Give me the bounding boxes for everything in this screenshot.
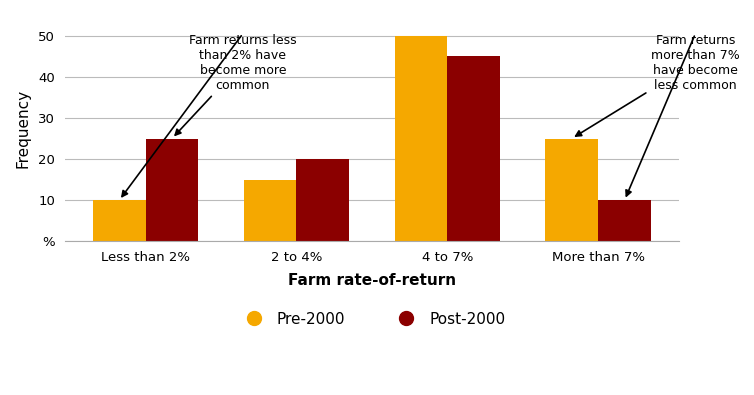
X-axis label: Farm rate-of-return: Farm rate-of-return <box>288 273 456 288</box>
Y-axis label: Frequency: Frequency <box>15 88 30 168</box>
Bar <box>93 200 146 241</box>
Bar <box>598 200 651 241</box>
Text: Farm returns
more than 7%
have become
less common: Farm returns more than 7% have become le… <box>576 34 740 136</box>
Bar <box>146 139 198 241</box>
Bar <box>545 139 598 241</box>
Text: Farm returns less
than 2% have
become more
common: Farm returns less than 2% have become mo… <box>175 34 297 135</box>
Bar <box>447 56 500 241</box>
Bar <box>244 180 296 241</box>
Bar <box>394 36 447 241</box>
Legend: Pre-2000, Post-2000: Pre-2000, Post-2000 <box>232 306 511 333</box>
Bar <box>296 159 349 241</box>
